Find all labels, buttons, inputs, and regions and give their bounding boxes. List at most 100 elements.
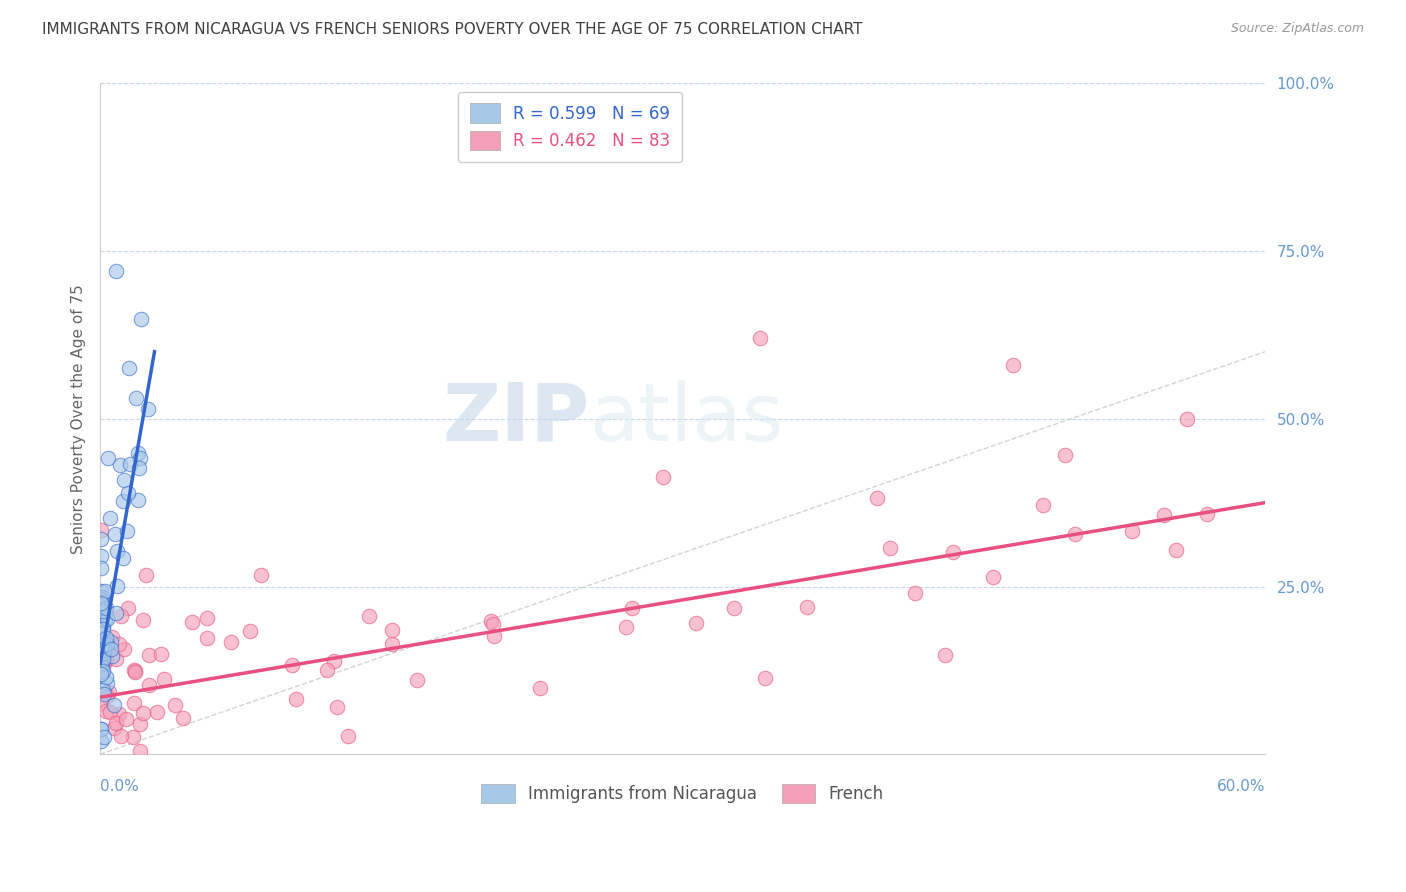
Point <box>108 637 131 651</box>
Point <box>93 687 115 701</box>
Point <box>904 586 927 600</box>
Point <box>91 622 114 636</box>
Point <box>285 692 308 706</box>
Point <box>122 663 145 677</box>
Point <box>112 473 135 487</box>
Point <box>96 689 118 703</box>
Point <box>93 639 115 653</box>
Point <box>107 579 129 593</box>
Point <box>128 461 150 475</box>
Point <box>90 597 112 611</box>
Point <box>172 711 194 725</box>
Point <box>94 631 117 645</box>
Point <box>100 642 122 657</box>
Point <box>529 681 551 695</box>
Point <box>934 648 956 662</box>
Point <box>96 676 118 690</box>
Point <box>136 401 159 416</box>
Text: 60.0%: 60.0% <box>1216 780 1265 794</box>
Point <box>652 470 675 484</box>
Point <box>91 657 114 671</box>
Point <box>93 583 115 598</box>
Point <box>131 614 153 628</box>
Point <box>124 664 146 678</box>
Y-axis label: Seniors Poverty Over the Age of 75: Seniors Poverty Over the Age of 75 <box>72 284 86 554</box>
Point <box>90 583 112 598</box>
Point <box>90 648 112 662</box>
Point <box>128 451 150 466</box>
Point <box>90 696 112 710</box>
Point <box>1032 498 1054 512</box>
Point <box>91 664 114 678</box>
Point <box>90 641 112 656</box>
Point <box>90 613 112 627</box>
Point <box>93 613 115 627</box>
Point <box>749 331 772 345</box>
Point <box>98 511 121 525</box>
Point <box>90 603 112 617</box>
Point <box>90 722 112 736</box>
Point <box>110 458 132 472</box>
Point <box>122 730 145 744</box>
Point <box>127 493 149 508</box>
Point <box>94 600 117 615</box>
Point <box>1195 508 1218 522</box>
Point <box>135 567 157 582</box>
Point <box>90 592 112 607</box>
Legend: Immigrants from Nicaragua, French: Immigrants from Nicaragua, French <box>471 773 894 813</box>
Point <box>90 623 112 637</box>
Point <box>879 541 901 555</box>
Point <box>91 590 114 604</box>
Point <box>117 600 139 615</box>
Point <box>723 601 745 615</box>
Point <box>381 623 404 637</box>
Point <box>90 549 112 563</box>
Point <box>796 600 818 615</box>
Point <box>96 704 118 718</box>
Point <box>93 643 115 657</box>
Point <box>90 561 112 575</box>
Point <box>104 264 127 278</box>
Point <box>101 648 124 663</box>
Point <box>110 729 132 743</box>
Point <box>103 698 125 712</box>
Point <box>93 657 115 671</box>
Point <box>90 639 112 653</box>
Point <box>1164 543 1187 558</box>
Point <box>614 620 637 634</box>
Point <box>117 486 139 500</box>
Point <box>90 638 112 652</box>
Point <box>336 729 359 743</box>
Point <box>129 311 152 326</box>
Point <box>281 658 304 673</box>
Point <box>91 640 114 654</box>
Point <box>1121 524 1143 539</box>
Point <box>90 603 112 617</box>
Point <box>381 637 404 651</box>
Point <box>112 642 135 657</box>
Point <box>479 614 502 628</box>
Point <box>110 609 132 624</box>
Point <box>132 706 155 721</box>
Text: 0.0%: 0.0% <box>100 780 139 794</box>
Point <box>249 567 271 582</box>
Point <box>326 699 349 714</box>
Point <box>98 685 121 699</box>
Point <box>96 612 118 626</box>
Point <box>685 616 707 631</box>
Point <box>105 715 128 730</box>
Point <box>482 617 505 632</box>
Point <box>406 673 429 687</box>
Point <box>129 717 152 731</box>
Point <box>91 604 114 618</box>
Point <box>1054 448 1077 462</box>
Point <box>195 631 218 645</box>
Point <box>100 634 122 648</box>
Point <box>118 457 141 471</box>
Point <box>90 533 112 547</box>
Point <box>112 493 135 508</box>
Point <box>93 730 115 744</box>
Point <box>91 662 114 676</box>
Text: ZIP: ZIP <box>441 380 589 458</box>
Point <box>103 722 125 736</box>
